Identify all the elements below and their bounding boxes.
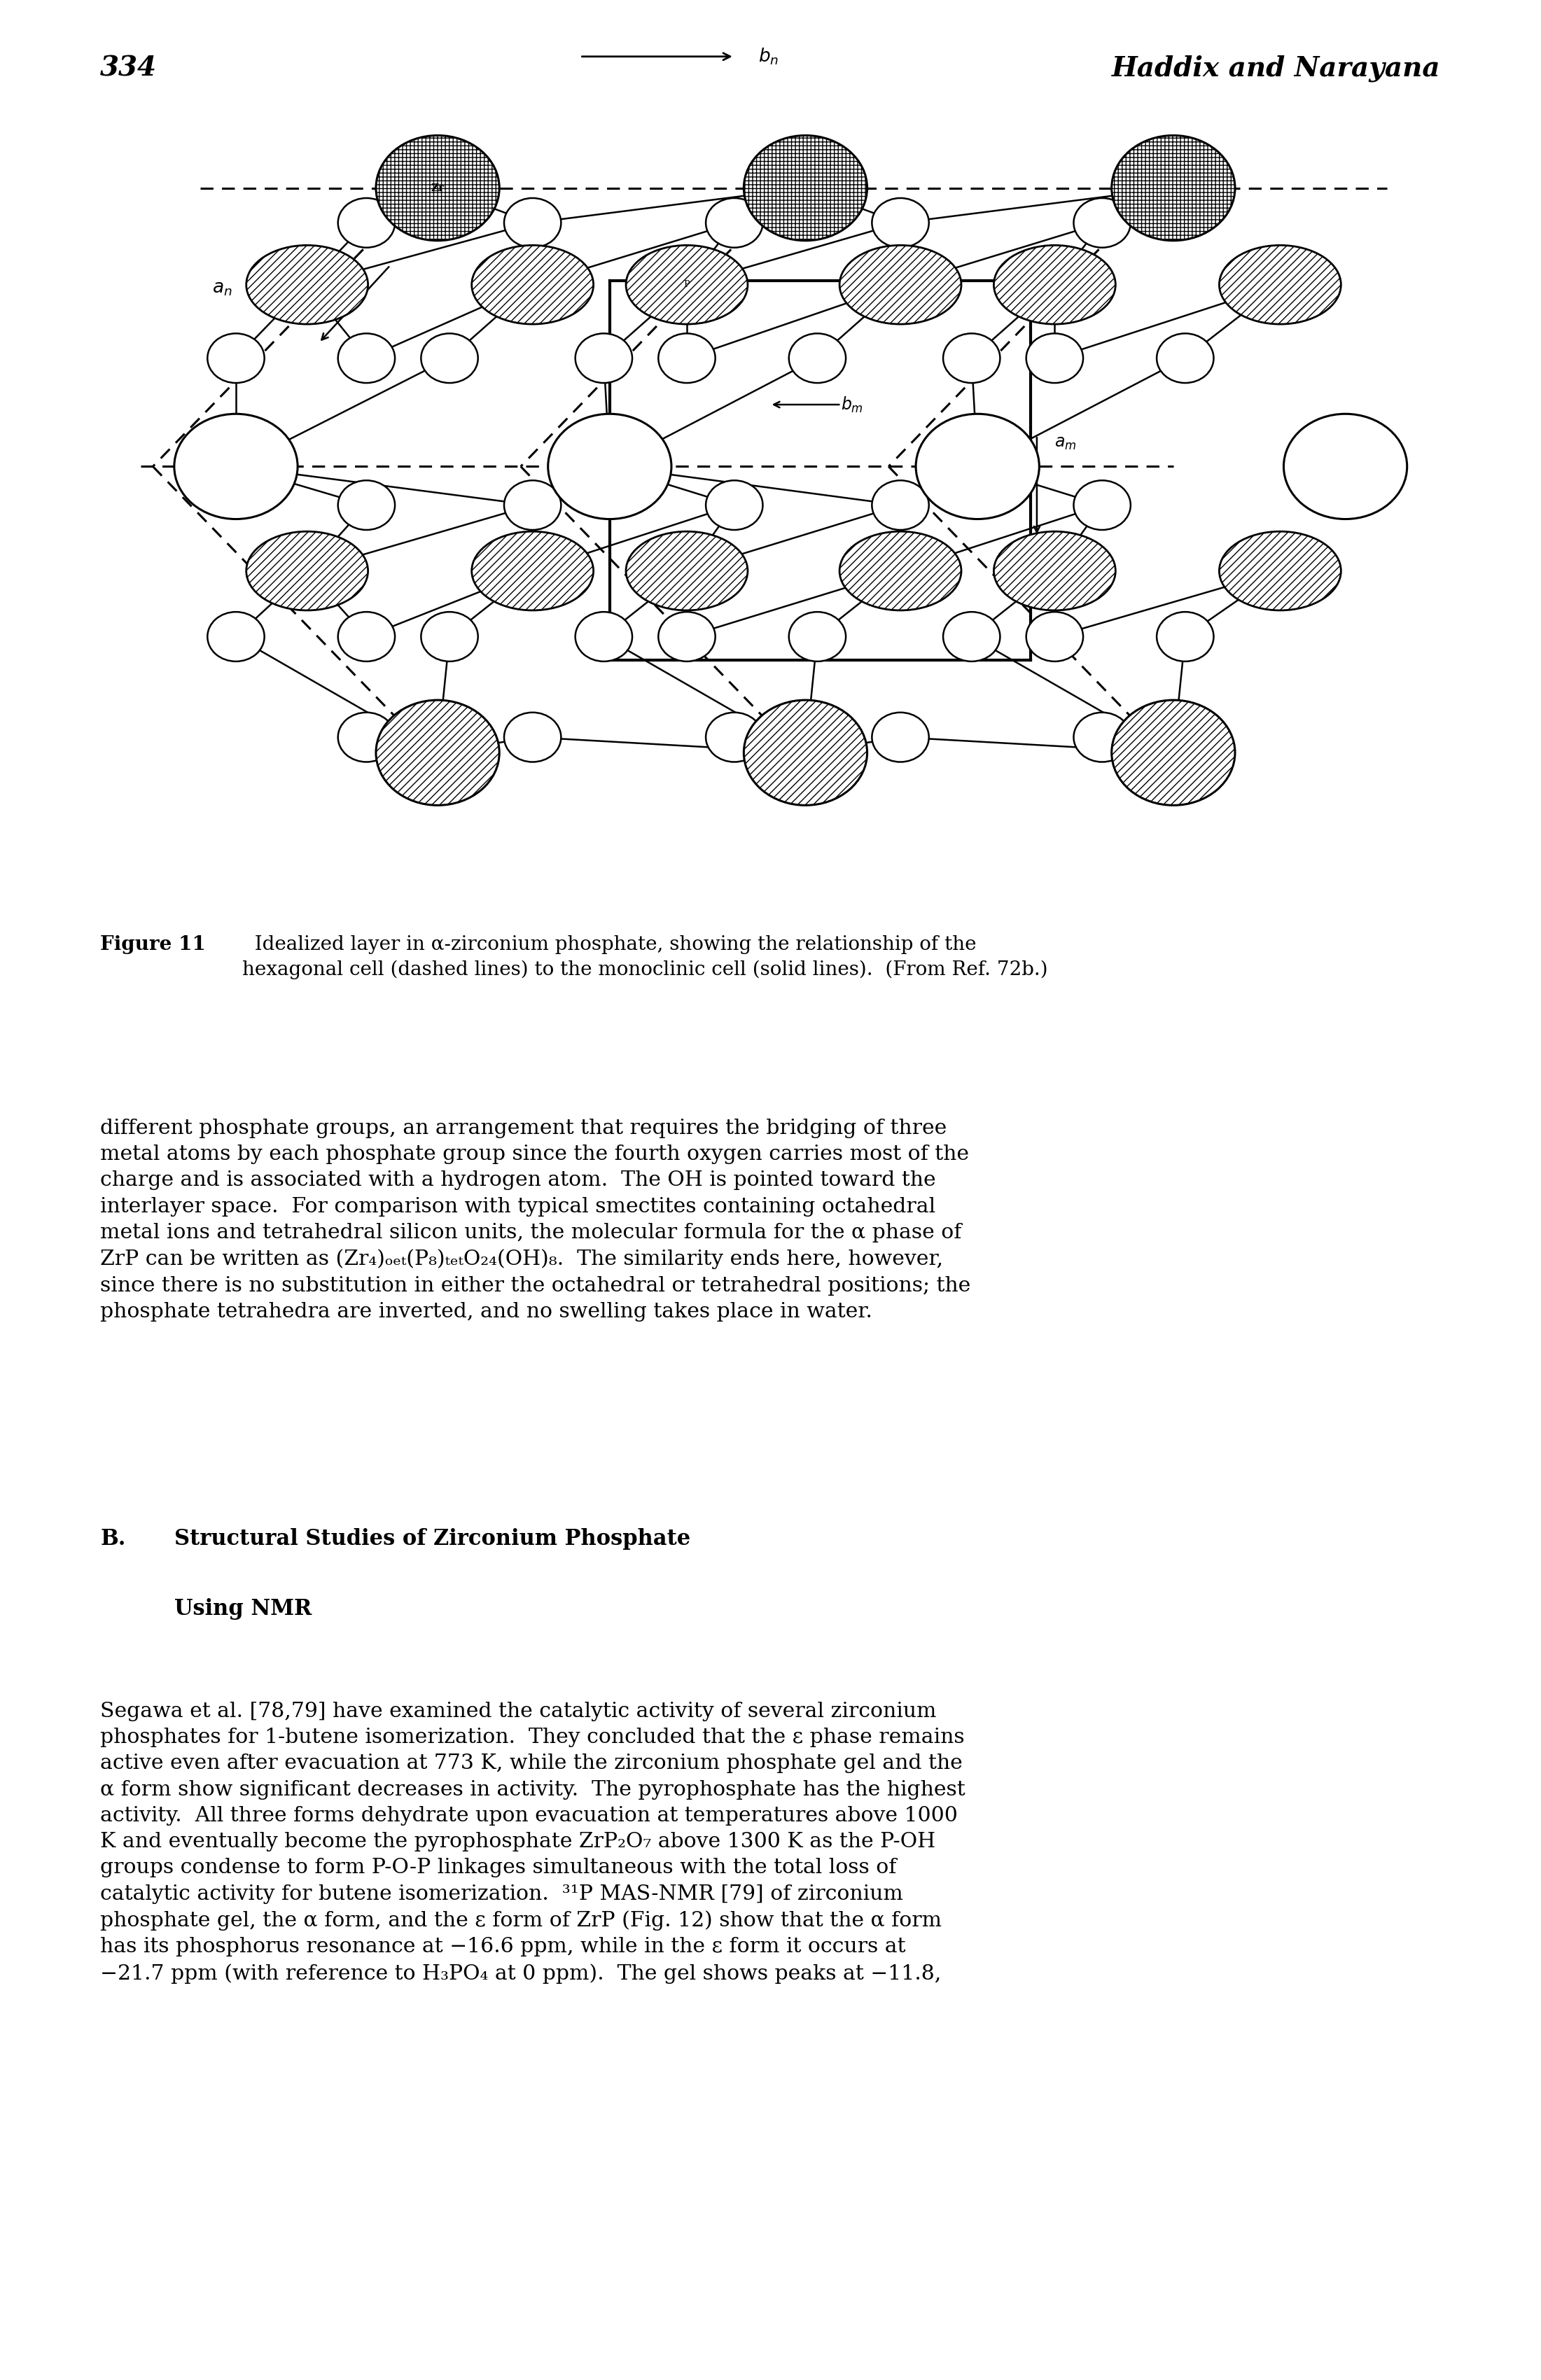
Ellipse shape <box>1074 481 1131 531</box>
Ellipse shape <box>1111 700 1234 804</box>
Ellipse shape <box>337 198 394 248</box>
Ellipse shape <box>706 712 763 762</box>
Ellipse shape <box>840 531 962 609</box>
Text: Segawa et al. [78,79] have examined the catalytic activity of several zirconium
: Segawa et al. [78,79] have examined the … <box>100 1702 965 1983</box>
Ellipse shape <box>376 700 499 804</box>
Ellipse shape <box>943 333 1000 383</box>
Ellipse shape <box>744 136 868 240</box>
Ellipse shape <box>789 612 846 662</box>
Ellipse shape <box>789 333 846 383</box>
Ellipse shape <box>337 612 394 662</box>
Ellipse shape <box>872 198 929 248</box>
Text: different phosphate groups, an arrangement that requires the bridging of three
m: different phosphate groups, an arrangeme… <box>100 1119 971 1321</box>
Text: Figure 11: Figure 11 <box>100 935 205 954</box>
Ellipse shape <box>1284 414 1407 519</box>
Ellipse shape <box>472 531 593 609</box>
Ellipse shape <box>626 531 747 609</box>
Ellipse shape <box>840 245 962 324</box>
Ellipse shape <box>247 531 368 609</box>
Ellipse shape <box>1026 612 1083 662</box>
Ellipse shape <box>626 245 747 324</box>
Ellipse shape <box>1219 245 1341 324</box>
Ellipse shape <box>1074 198 1131 248</box>
Text: Haddix and Narayana: Haddix and Narayana <box>1113 55 1441 81</box>
Ellipse shape <box>706 481 763 531</box>
Ellipse shape <box>575 333 632 383</box>
Ellipse shape <box>658 333 715 383</box>
Ellipse shape <box>744 700 868 804</box>
Text: Zr: Zr <box>431 183 444 193</box>
Ellipse shape <box>1157 612 1214 662</box>
Text: 334: 334 <box>100 55 157 81</box>
Ellipse shape <box>1074 712 1131 762</box>
Ellipse shape <box>337 481 394 531</box>
Ellipse shape <box>208 612 265 662</box>
Ellipse shape <box>549 414 672 519</box>
Ellipse shape <box>337 333 394 383</box>
Text: $b_m$: $b_m$ <box>841 395 863 414</box>
Ellipse shape <box>994 531 1116 609</box>
Ellipse shape <box>1219 531 1341 609</box>
Ellipse shape <box>872 481 929 531</box>
Ellipse shape <box>575 612 632 662</box>
Ellipse shape <box>376 136 499 240</box>
Ellipse shape <box>915 414 1039 519</box>
Ellipse shape <box>208 333 265 383</box>
Ellipse shape <box>504 198 561 248</box>
Ellipse shape <box>1026 333 1083 383</box>
Text: $a_m$: $a_m$ <box>1054 436 1077 452</box>
Ellipse shape <box>504 481 561 531</box>
Ellipse shape <box>247 245 368 324</box>
Ellipse shape <box>1111 136 1234 240</box>
Ellipse shape <box>1157 333 1214 383</box>
Ellipse shape <box>943 612 1000 662</box>
Text: Using NMR: Using NMR <box>174 1599 311 1621</box>
Ellipse shape <box>504 712 561 762</box>
Ellipse shape <box>337 712 394 762</box>
Ellipse shape <box>421 333 478 383</box>
Ellipse shape <box>872 712 929 762</box>
Text: B.: B. <box>100 1528 126 1549</box>
Ellipse shape <box>994 245 1116 324</box>
Text: $a_n$: $a_n$ <box>213 281 233 298</box>
Ellipse shape <box>174 414 297 519</box>
Text: Idealized layer in α-zirconium phosphate, showing the relationship of the
hexago: Idealized layer in α-zirconium phosphate… <box>242 935 1048 978</box>
Ellipse shape <box>421 612 478 662</box>
Text: Structural Studies of Zirconium Phosphate: Structural Studies of Zirconium Phosphat… <box>174 1528 690 1549</box>
Text: $b_n$: $b_n$ <box>758 48 778 67</box>
Text: P: P <box>684 281 690 290</box>
Ellipse shape <box>706 198 763 248</box>
Ellipse shape <box>472 245 593 324</box>
Ellipse shape <box>658 612 715 662</box>
